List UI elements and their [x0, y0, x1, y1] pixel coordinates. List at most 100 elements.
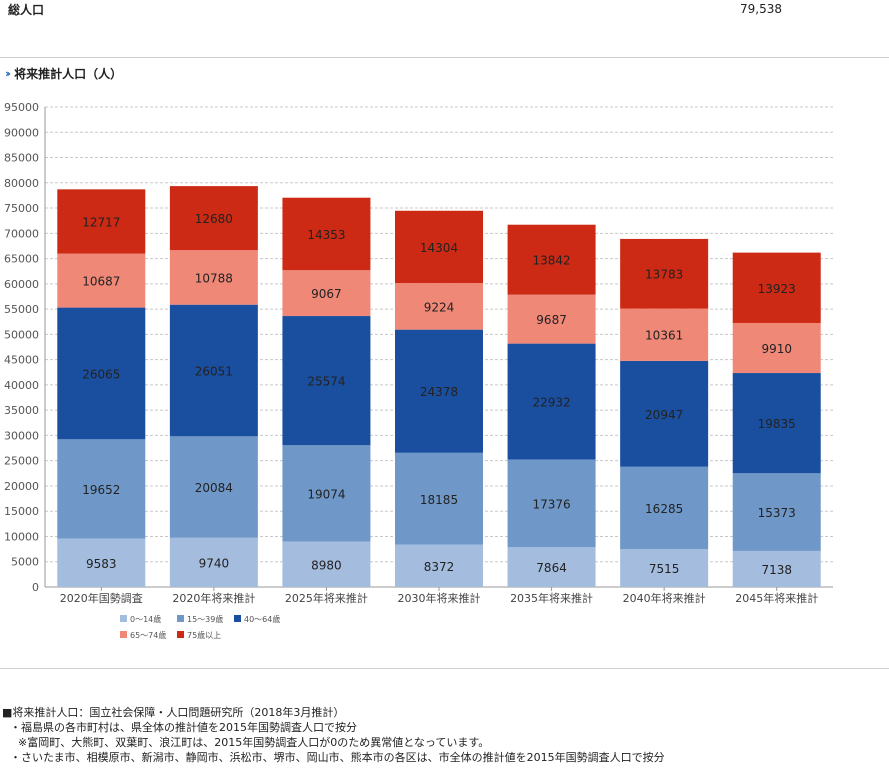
data-label: 9224: [424, 300, 455, 314]
bar-segment: [395, 210, 483, 284]
x-tick-label: 2030年将来推計: [398, 591, 481, 605]
x-tick-label: 2020年将来推計: [172, 591, 255, 605]
bar-segment: [507, 547, 596, 587]
legend-label: 75歳以上: [187, 630, 221, 640]
bar-segment: [57, 253, 146, 308]
legend-swatch: [120, 631, 127, 638]
bar-segment: [507, 459, 596, 548]
y-tick-label: 40000: [4, 379, 39, 392]
data-label: 17376: [532, 497, 570, 511]
data-label: 14353: [307, 228, 345, 242]
legend-label: 65～74歳: [130, 630, 166, 640]
y-tick-label: 0: [32, 581, 39, 594]
y-tick-label: 50000: [4, 328, 39, 341]
x-tick-label: 2040年将来推計: [623, 591, 706, 605]
bar-segment: [507, 224, 596, 295]
legend-swatch: [120, 615, 127, 622]
data-label: 26051: [195, 364, 233, 378]
x-tick-label: 2045年将来推計: [735, 591, 818, 605]
bar-segment: [732, 322, 821, 374]
y-tick-label: 80000: [4, 177, 39, 190]
data-label: 9583: [86, 557, 117, 571]
y-tick-label: 75000: [4, 202, 39, 215]
double-chevron-right-icon: ››: [5, 67, 11, 80]
y-tick-label: 90000: [4, 126, 39, 139]
x-tick-label: 2035年将来推計: [510, 591, 593, 605]
bar-segment: [169, 537, 258, 587]
data-label: 7138: [761, 563, 792, 577]
data-label: 13842: [532, 254, 570, 268]
y-tick-label: 60000: [4, 278, 39, 291]
data-label: 22932: [532, 396, 570, 410]
data-label: 9067: [311, 287, 342, 301]
total-population-label: 総人口: [8, 3, 45, 17]
y-tick-label: 30000: [4, 429, 39, 442]
y-tick-label: 5000: [11, 556, 39, 569]
bar-segment: [169, 186, 258, 251]
total-population-row: 総人口 79,538: [0, 0, 889, 58]
data-label: 8980: [311, 558, 342, 572]
bar-segment: [282, 270, 371, 317]
bar-segment: [732, 550, 821, 587]
data-label: 12717: [82, 215, 120, 229]
bar-segment: [169, 436, 258, 538]
data-label: 24378: [420, 385, 458, 399]
bar-segment: [507, 343, 596, 460]
data-label: 10687: [82, 275, 120, 289]
legend-swatch: [177, 631, 184, 638]
y-tick-label: 35000: [4, 404, 39, 417]
note-source: ■将来推計人口：国立社会保障・人口問題研究所（2018年3月推計）: [2, 706, 345, 719]
bar-segment: [169, 250, 258, 305]
y-tick-label: 25000: [4, 455, 39, 468]
notes: ■将来推計人口：国立社会保障・人口問題研究所（2018年3月推計） ・福島県の各…: [2, 705, 665, 765]
data-label: 16285: [645, 502, 683, 516]
y-tick-label: 65000: [4, 253, 39, 266]
y-tick-label: 55000: [4, 303, 39, 316]
section-title: ›› 将来推計人口（人）: [5, 65, 122, 82]
population-chart: 0 5000 10000 15000 20000 25000 30000 35000 40000…: [4, 101, 833, 640]
divider: [0, 668, 889, 669]
bar-segment: [282, 541, 371, 587]
data-label: 20084: [195, 481, 233, 495]
y-tick-label: 70000: [4, 227, 39, 240]
bar-segment: [169, 304, 258, 437]
data-label: 20947: [645, 408, 683, 422]
x-tick-label: 2020年国勢調査: [60, 591, 143, 605]
bar-segment: [282, 445, 371, 542]
y-tick-label: 85000: [4, 152, 39, 165]
data-label: 26065: [82, 367, 120, 381]
bar-segment: [732, 252, 821, 323]
bar-segment: [732, 473, 821, 551]
bar-segment: [507, 294, 596, 344]
bar-segment: [57, 307, 146, 440]
bar-segment: [282, 316, 371, 446]
data-label: 25574: [307, 375, 345, 389]
data-label: 10788: [195, 271, 233, 285]
data-label: 19835: [758, 417, 796, 431]
data-label: 9687: [536, 313, 567, 327]
bar-segment: [395, 544, 483, 587]
bar-segment: [395, 283, 483, 330]
bar-segment: [620, 308, 709, 361]
data-label: 14304: [420, 241, 458, 255]
bar-segment: [57, 439, 146, 539]
bar-segment: [282, 197, 371, 271]
bar-segment: [620, 360, 709, 467]
data-label: 9910: [761, 342, 792, 356]
legend-label: 15～39歳: [187, 614, 223, 624]
data-label: 10361: [645, 329, 683, 343]
data-label: 7515: [649, 562, 680, 576]
legend-swatch: [177, 615, 184, 622]
y-tick-label: 20000: [4, 480, 39, 493]
bar-segment: [620, 549, 709, 587]
data-label: 18185: [420, 493, 458, 507]
data-label: 15373: [758, 506, 796, 520]
legend-label: 0～14歳: [130, 614, 161, 624]
y-tick-label: 45000: [4, 354, 39, 367]
y-tick-label: 95000: [4, 101, 39, 114]
bar-segment: [395, 329, 483, 453]
bar-segment: [732, 373, 821, 474]
bar-segment: [57, 189, 146, 254]
data-label: 13783: [645, 268, 683, 282]
data-label: 12680: [195, 212, 233, 226]
